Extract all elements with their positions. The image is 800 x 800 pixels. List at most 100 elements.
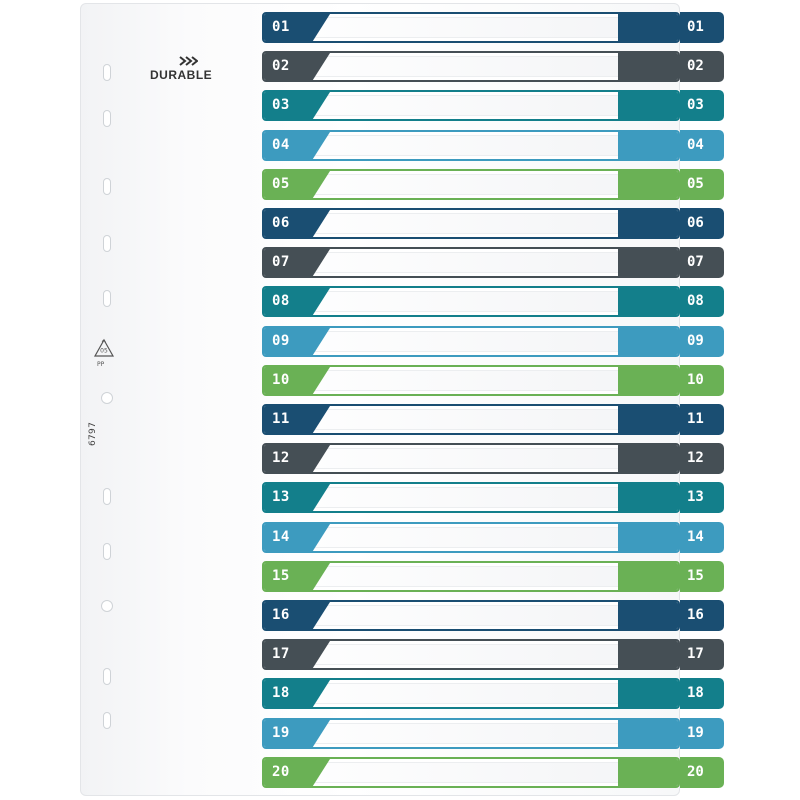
tab-row[interactable]: 06 06 [262,208,724,239]
color-block [618,14,678,41]
tab-number: 08 [687,293,704,309]
tab-row[interactable]: 01 01 [262,12,724,43]
label-field[interactable]: 15 [262,561,680,592]
label-field[interactable]: 09 [262,326,680,357]
write-in-area[interactable] [267,605,675,626]
write-in-area[interactable] [267,331,675,352]
tab-row[interactable]: 08 08 [262,286,724,317]
write-in-area[interactable] [267,17,675,38]
tab-row[interactable]: 09 09 [262,326,724,357]
tab-number: 19 [272,725,290,741]
write-in-area[interactable] [267,409,675,430]
index-tab[interactable]: 02 [680,51,724,82]
tab-number: 16 [687,607,704,623]
index-tab[interactable]: 19 [680,718,724,749]
index-tab[interactable]: 12 [680,443,724,474]
write-in-area[interactable] [267,252,675,273]
index-tab[interactable]: 09 [680,326,724,357]
write-in-area[interactable] [267,213,675,234]
index-tab[interactable]: 05 [680,169,724,200]
punch-hole [103,290,111,307]
tab-row[interactable]: 13 13 [262,482,724,513]
write-in-area[interactable] [267,762,675,783]
tab-number: 06 [687,215,704,231]
index-tab[interactable]: 08 [680,286,724,317]
index-tab[interactable]: 01 [680,12,724,43]
index-tab[interactable]: 17 [680,639,724,670]
tab-number: 05 [272,176,290,192]
tab-number: 14 [687,529,704,545]
tab-row[interactable]: 03 03 [262,90,724,121]
index-tab[interactable]: 16 [680,600,724,631]
tab-row[interactable]: 10 10 [262,365,724,396]
write-in-area[interactable] [267,566,675,587]
label-field[interactable]: 12 [262,443,680,474]
tab-number: 04 [272,137,290,153]
index-tab[interactable]: 14 [680,522,724,553]
tab-number: 10 [272,372,290,388]
label-field[interactable]: 02 [262,51,680,82]
index-tab[interactable]: 04 [680,130,724,161]
write-in-area[interactable] [267,644,675,665]
index-tab[interactable]: 06 [680,208,724,239]
label-field[interactable]: 19 [262,718,680,749]
tab-row[interactable]: 18 18 [262,678,724,709]
index-tab[interactable]: 03 [680,90,724,121]
tab-number: 09 [687,333,704,349]
label-field[interactable]: 01 [262,12,680,43]
index-tab[interactable]: 15 [680,561,724,592]
index-tab[interactable]: 11 [680,404,724,435]
label-field[interactable]: 08 [262,286,680,317]
tab-row[interactable]: 17 17 [262,639,724,670]
tab-row[interactable]: 02 02 [262,51,724,82]
tab-number: 10 [687,372,704,388]
label-field[interactable]: 14 [262,522,680,553]
tab-row[interactable]: 11 11 [262,404,724,435]
write-in-area[interactable] [267,291,675,312]
label-field[interactable]: 11 [262,404,680,435]
write-in-area[interactable] [267,135,675,156]
tab-number: 02 [687,58,704,74]
write-in-area[interactable] [267,448,675,469]
write-in-area[interactable] [267,723,675,744]
index-tab[interactable]: 10 [680,365,724,396]
write-in-area[interactable] [267,683,675,704]
tab-row[interactable]: 04 04 [262,130,724,161]
label-field[interactable]: 17 [262,639,680,670]
label-field[interactable]: 05 [262,169,680,200]
tab-row[interactable]: 15 15 [262,561,724,592]
write-in-area[interactable] [267,95,675,116]
index-tab[interactable]: 13 [680,482,724,513]
tab-row[interactable]: 20 20 [262,757,724,788]
color-block [618,720,678,747]
write-in-area[interactable] [267,527,675,548]
number-flag: 12 [264,445,330,472]
write-in-area[interactable] [267,487,675,508]
label-field[interactable]: 07 [262,247,680,278]
tab-row[interactable]: 05 05 [262,169,724,200]
label-field[interactable]: 16 [262,600,680,631]
write-in-area[interactable] [267,56,675,77]
tab-row[interactable]: 19 19 [262,718,724,749]
label-field[interactable]: 04 [262,130,680,161]
tab-row[interactable]: 16 16 [262,600,724,631]
tab-number: 12 [687,450,704,466]
index-tab[interactable]: 18 [680,678,724,709]
tab-row[interactable]: 07 07 [262,247,724,278]
index-tab[interactable]: 20 [680,757,724,788]
label-field[interactable]: 10 [262,365,680,396]
label-field[interactable]: 13 [262,482,680,513]
punch-hole [103,178,111,195]
tab-row[interactable]: 12 12 [262,443,724,474]
color-block [618,367,678,394]
tab-number: 13 [687,489,704,505]
index-tab[interactable]: 07 [680,247,724,278]
label-field[interactable]: 18 [262,678,680,709]
tab-row[interactable]: 14 14 [262,522,724,553]
write-in-area[interactable] [267,174,675,195]
write-in-area[interactable] [267,370,675,391]
label-field[interactable]: 03 [262,90,680,121]
label-field[interactable]: 20 [262,757,680,788]
label-field[interactable]: 06 [262,208,680,239]
chevrons-icon [179,56,198,66]
